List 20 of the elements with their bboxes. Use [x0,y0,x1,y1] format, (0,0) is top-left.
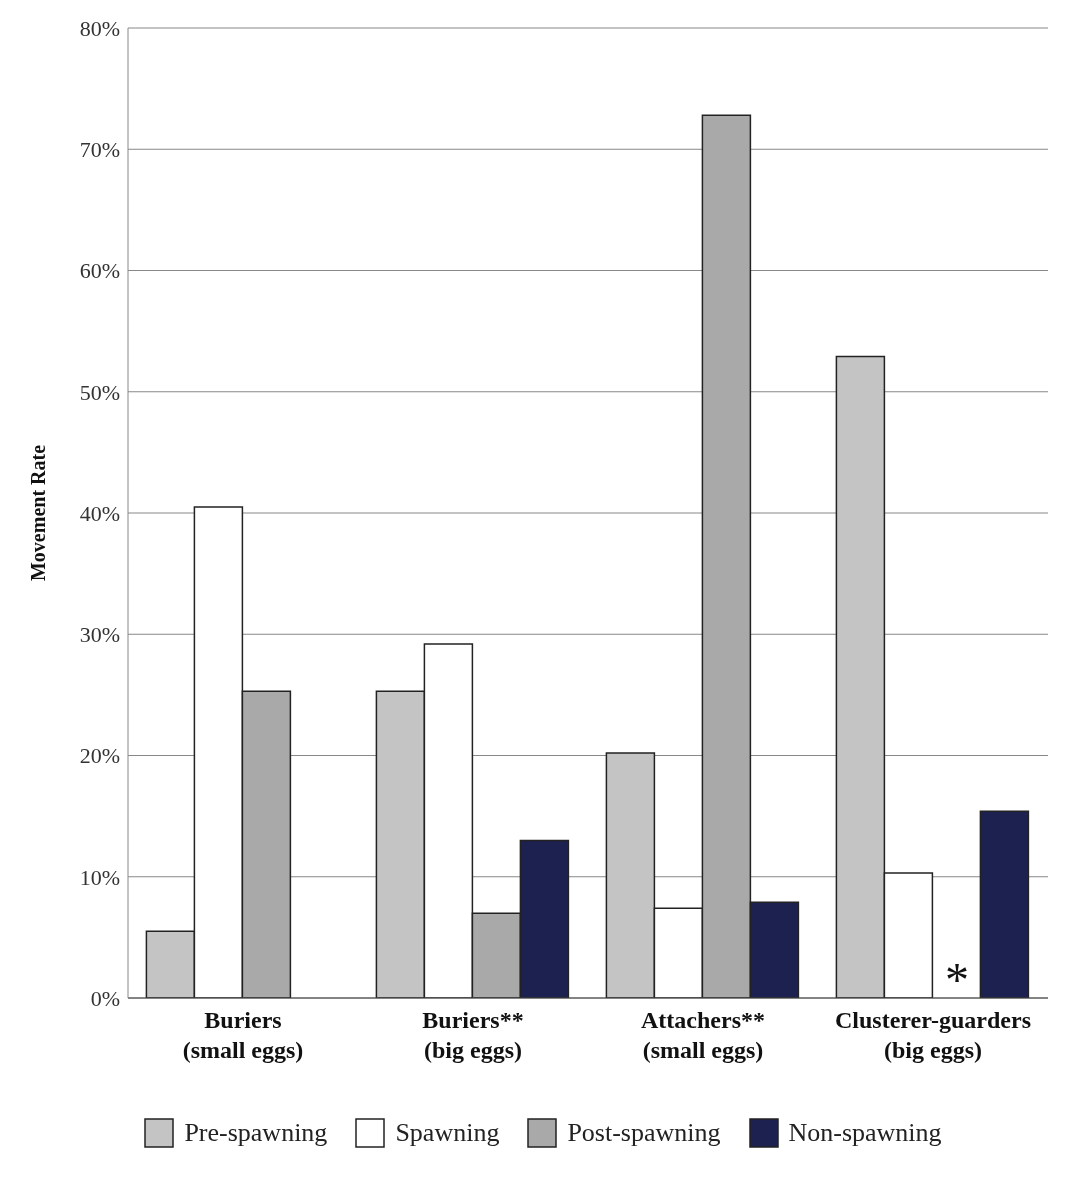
y-tick-label: 60% [79,258,120,284]
y-axis-title: Movement Rate [27,444,50,582]
legend-label: Post-spawning [566,1118,721,1148]
legend-label: Pre-spawning [183,1118,328,1148]
bar [979,810,1030,998]
annotation: * [945,953,969,1006]
y-tick-label: 0% [90,985,120,1011]
y-tick-label: 20% [79,743,120,769]
x-tick-label: Buriers (small eggs) [182,1007,304,1063]
y-tick-label: 80% [79,15,120,41]
y-tick-label: 30% [79,622,120,648]
y-tick-label: 70% [79,137,120,163]
legend-label: Non-spawning [787,1118,942,1148]
y-tick-label: 40% [79,500,120,526]
y-tick-label: 50% [79,379,120,405]
y-tick-label: 10% [79,864,120,890]
x-tick-label: Clusterer-guarders (big eggs) [835,1007,1031,1063]
x-tick-label: Buriers** (big eggs) [422,1007,524,1063]
x-tick-label: Attachers** (small eggs) [641,1007,765,1063]
legend-label: Spawning [394,1118,500,1148]
